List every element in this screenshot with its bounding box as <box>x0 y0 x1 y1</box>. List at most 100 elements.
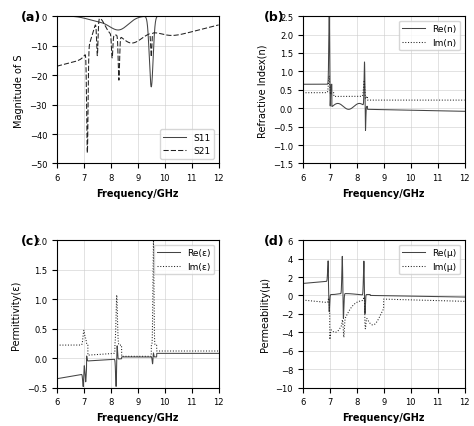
Text: (b): (b) <box>264 11 284 24</box>
Y-axis label: Permeability(μ): Permeability(μ) <box>260 277 270 351</box>
Line: Im(n): Im(n) <box>303 77 465 101</box>
X-axis label: Frequency/GHz: Frequency/GHz <box>97 188 179 199</box>
Line: Im(μ): Im(μ) <box>303 297 465 340</box>
Re(n) <box>459 109 465 115</box>
Text: (a): (a) <box>21 11 42 24</box>
Legend: Re(ε), Im(ε): Re(ε), Im(ε) <box>154 245 214 275</box>
S11 <box>216 14 221 20</box>
S21 <box>195 29 201 34</box>
Im(ε) <box>150 238 156 243</box>
S21 <box>216 23 221 29</box>
Re(ε) <box>116 357 122 362</box>
Re(ε) <box>213 351 219 356</box>
Im(ε) <box>120 354 126 359</box>
S11 <box>195 14 201 20</box>
Re(n) <box>328 86 334 91</box>
Y-axis label: Refractive Index(n): Refractive Index(n) <box>257 44 267 137</box>
Re(μ) <box>300 281 306 286</box>
Im(n) <box>369 98 375 104</box>
S21 <box>97 17 103 22</box>
Im(n) <box>365 98 370 104</box>
Re(n) <box>441 109 447 114</box>
Line: Re(ε): Re(ε) <box>57 346 219 387</box>
S21 <box>84 151 90 156</box>
Re(ε) <box>54 376 60 381</box>
Im(n) <box>441 98 447 104</box>
Legend: Re(n), Im(n): Re(n), Im(n) <box>399 22 460 51</box>
S21 <box>54 64 60 69</box>
Re(μ) <box>369 293 375 298</box>
S11 <box>54 14 60 20</box>
Im(ε) <box>195 348 201 354</box>
Re(μ) <box>441 294 447 299</box>
Im(μ) <box>369 322 375 328</box>
Im(μ) <box>362 320 368 325</box>
S11 <box>116 28 122 33</box>
Im(n) <box>300 91 306 96</box>
Text: (d): (d) <box>264 235 284 248</box>
Im(ε) <box>54 343 60 348</box>
S21 <box>123 39 129 44</box>
Im(μ) <box>300 298 306 303</box>
Text: (c): (c) <box>21 235 40 248</box>
Line: S11: S11 <box>57 17 219 88</box>
Re(μ) <box>328 292 334 297</box>
Re(n) <box>462 109 467 115</box>
Line: Re(n): Re(n) <box>303 17 465 131</box>
X-axis label: Frequency/GHz: Frequency/GHz <box>342 412 425 422</box>
Y-axis label: Magnitude of S: Magnitude of S <box>14 54 24 127</box>
S11 <box>148 85 154 90</box>
Line: S21: S21 <box>57 20 219 153</box>
Im(ε) <box>116 343 122 348</box>
X-axis label: Frequency/GHz: Frequency/GHz <box>97 412 179 422</box>
Re(μ) <box>339 254 345 259</box>
Re(n) <box>369 108 375 113</box>
Re(μ) <box>341 316 346 321</box>
Im(n) <box>319 91 324 96</box>
Im(ε) <box>213 348 219 354</box>
Im(n) <box>459 98 465 104</box>
Re(μ) <box>459 295 465 300</box>
Re(μ) <box>362 311 368 316</box>
Y-axis label: Permittivity(ε): Permittivity(ε) <box>11 279 21 349</box>
Im(ε) <box>216 348 221 354</box>
Im(μ) <box>441 299 447 304</box>
Re(n) <box>326 14 332 20</box>
Im(μ) <box>462 299 467 304</box>
Re(μ) <box>319 279 324 285</box>
Line: Re(μ): Re(μ) <box>303 257 465 319</box>
S21 <box>116 78 122 83</box>
S11 <box>123 25 129 30</box>
Im(n) <box>462 98 467 104</box>
Re(ε) <box>114 343 120 348</box>
Im(ε) <box>73 343 78 348</box>
Re(n) <box>300 83 306 88</box>
Re(ε) <box>80 384 86 389</box>
Im(μ) <box>327 337 333 342</box>
Re(ε) <box>82 371 88 376</box>
Im(μ) <box>328 328 334 334</box>
Legend: Re(μ), Im(μ): Re(μ), Im(μ) <box>399 245 460 275</box>
Re(ε) <box>123 354 129 360</box>
S21 <box>213 24 219 29</box>
Re(n) <box>363 129 368 134</box>
Re(n) <box>362 78 368 83</box>
S11 <box>73 15 78 20</box>
Line: Im(ε): Im(ε) <box>57 241 219 357</box>
Legend: S11, S21: S11, S21 <box>160 130 214 160</box>
Im(μ) <box>319 299 324 305</box>
Re(ε) <box>216 351 221 356</box>
Im(ε) <box>123 354 129 359</box>
Re(ε) <box>73 373 78 378</box>
X-axis label: Frequency/GHz: Frequency/GHz <box>342 188 425 199</box>
Im(n) <box>326 74 332 79</box>
Im(n) <box>362 87 368 92</box>
S11 <box>82 17 88 22</box>
Re(μ) <box>462 295 467 300</box>
Im(ε) <box>82 335 88 340</box>
S21 <box>73 60 78 65</box>
S21 <box>82 53 88 58</box>
Re(ε) <box>195 351 201 356</box>
Im(μ) <box>361 295 367 300</box>
Im(n) <box>328 92 334 97</box>
